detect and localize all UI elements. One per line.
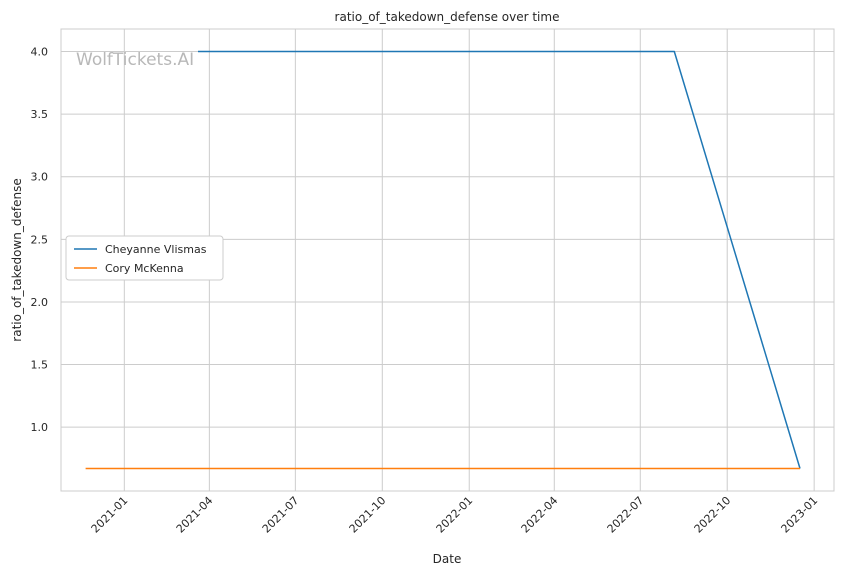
watermark: WolfTickets.AI xyxy=(76,50,194,70)
y-tick-label: 2.5 xyxy=(31,233,49,246)
y-tick-label: 4.0 xyxy=(31,46,49,59)
legend-box xyxy=(65,235,224,281)
x-axis-label: Date xyxy=(433,552,462,566)
y-tick-label: 3.0 xyxy=(31,171,49,184)
legend-label-cheyanne-vlismas: Cheyanne Vlismas xyxy=(105,243,207,256)
y-axis-label: ratio_of_takedown_defense xyxy=(10,178,24,341)
plot-area-frame xyxy=(60,28,835,492)
legend-label-cory-mckenna: Cory McKenna xyxy=(105,262,184,275)
x-tick-label: 2022-07 xyxy=(605,494,647,536)
series-lines xyxy=(85,50,801,470)
y-tick-label: 3.5 xyxy=(31,108,49,121)
y-tick-label: 1.0 xyxy=(31,421,49,434)
x-tick-label: 2021-01 xyxy=(89,494,131,536)
x-tick-label: 2021-10 xyxy=(347,494,389,536)
x-tick-label: 2022-10 xyxy=(692,494,734,536)
y-tick-label: 2.0 xyxy=(31,296,49,309)
x-tick-label: 2021-07 xyxy=(260,494,302,536)
x-tick-label: 2022-01 xyxy=(434,494,476,536)
x-tick-label: 2022-04 xyxy=(519,494,561,536)
grid-lines xyxy=(61,29,834,491)
y-axis-ticks: 1.0 1.5 2.0 2.5 3.0 3.5 4.0 xyxy=(31,46,49,435)
series-line-cheyanne-vlismas xyxy=(198,50,801,469)
x-axis-ticks: 2021-01 2021-04 2021-07 2021-10 2022-01 2022-… xyxy=(89,494,821,536)
y-tick-label: 1.5 xyxy=(31,359,49,372)
chart-title: ratio_of_takedown_defense over time xyxy=(335,10,560,24)
x-tick-label: 2023-01 xyxy=(779,494,821,536)
x-tick-label: 2021-04 xyxy=(174,494,216,536)
legend: Cheyanne Vlismas Cory McKenna xyxy=(65,235,224,281)
